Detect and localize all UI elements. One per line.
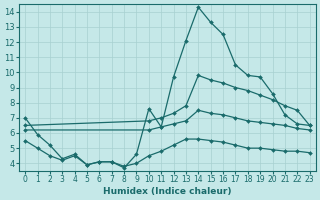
X-axis label: Humidex (Indice chaleur): Humidex (Indice chaleur) (103, 187, 232, 196)
